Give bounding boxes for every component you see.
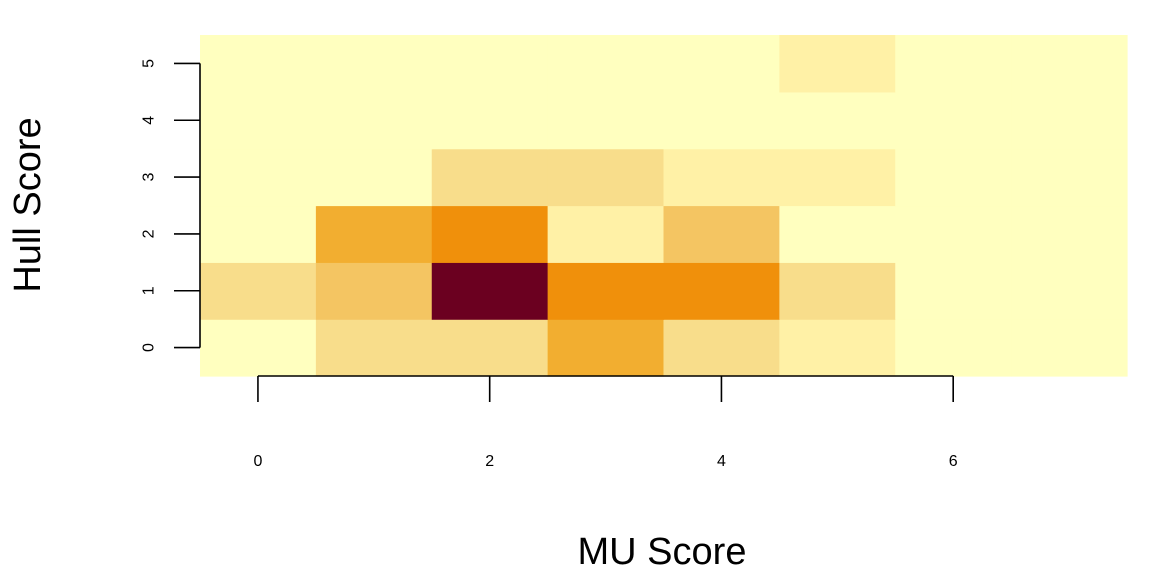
heatmap-cell <box>895 319 1012 377</box>
heatmap-cell <box>1011 91 1128 150</box>
y-tick-label: 4 <box>141 116 158 125</box>
heatmap-cell <box>663 319 780 377</box>
y-tick-label: 2 <box>141 229 158 238</box>
heatmap-cell <box>315 35 433 93</box>
heatmap-cell <box>779 35 896 93</box>
heatmap-cell <box>663 262 780 320</box>
heatmap-cell <box>200 205 317 263</box>
x-axis-title: MU Score <box>578 531 747 573</box>
heatmap-cell <box>547 91 665 150</box>
heatmap-cell <box>779 148 896 207</box>
heatmap-cell <box>1011 35 1128 93</box>
x-tick-label: 4 <box>717 453 726 470</box>
heatmap-cell <box>315 148 433 207</box>
heatmap-cell <box>1011 205 1128 263</box>
heatmap-cell <box>663 91 780 150</box>
heatmap-cell <box>663 205 780 263</box>
heatmap-cell <box>547 319 665 377</box>
heatmap-cell <box>663 148 780 207</box>
y-tick-label: 3 <box>141 173 158 182</box>
heatmap-cell <box>895 262 1012 320</box>
y-axis: 0 1 2 3 4 5 <box>141 59 201 352</box>
heatmap-cell <box>895 205 1012 263</box>
heatmap-cell <box>431 91 549 150</box>
heatmap-cell <box>547 205 665 263</box>
heatmap-cell <box>895 35 1012 93</box>
heatmap-cell <box>1011 319 1128 377</box>
heatmap-cell <box>779 91 896 150</box>
heatmap-cell <box>200 262 317 320</box>
heatmap-cells <box>200 35 1128 377</box>
y-tick-label: 0 <box>141 343 158 352</box>
heatmap-cell <box>431 205 549 263</box>
heatmap-cell <box>1011 148 1128 207</box>
x-tick-label: 2 <box>485 453 494 470</box>
x-axis: 0 2 4 6 <box>253 375 958 470</box>
heatmap-cell <box>200 148 317 207</box>
heatmap-cell <box>547 148 665 207</box>
heatmap-cell <box>315 91 433 150</box>
heatmap-cell <box>315 205 433 263</box>
heatmap-cell <box>200 35 317 93</box>
heatmap-cell <box>779 319 896 377</box>
heatmap-cell <box>315 319 433 377</box>
heatmap-cell <box>663 35 780 93</box>
heatmap-cell <box>1011 262 1128 320</box>
heatmap-cell <box>431 35 549 93</box>
heatmap-cell <box>431 262 549 320</box>
heatmap-cell <box>547 35 665 93</box>
heatmap-cell <box>431 148 549 207</box>
heatmap-cell <box>200 319 317 377</box>
heatmap-cell <box>200 91 317 150</box>
y-axis-title: Hull Score <box>7 117 49 292</box>
heatmap-cell <box>779 262 896 320</box>
heatmap-cell <box>315 262 433 320</box>
heatmap-cell <box>431 319 549 377</box>
y-tick-label: 5 <box>141 59 158 68</box>
heatmap-cell <box>895 91 1012 150</box>
heatmap-cell <box>547 262 665 320</box>
heatmap-cell <box>895 148 1012 207</box>
x-tick-label: 0 <box>253 453 262 470</box>
heatmap-cell <box>779 205 896 263</box>
y-tick-label: 1 <box>141 286 158 295</box>
x-tick-label: 6 <box>949 453 958 470</box>
